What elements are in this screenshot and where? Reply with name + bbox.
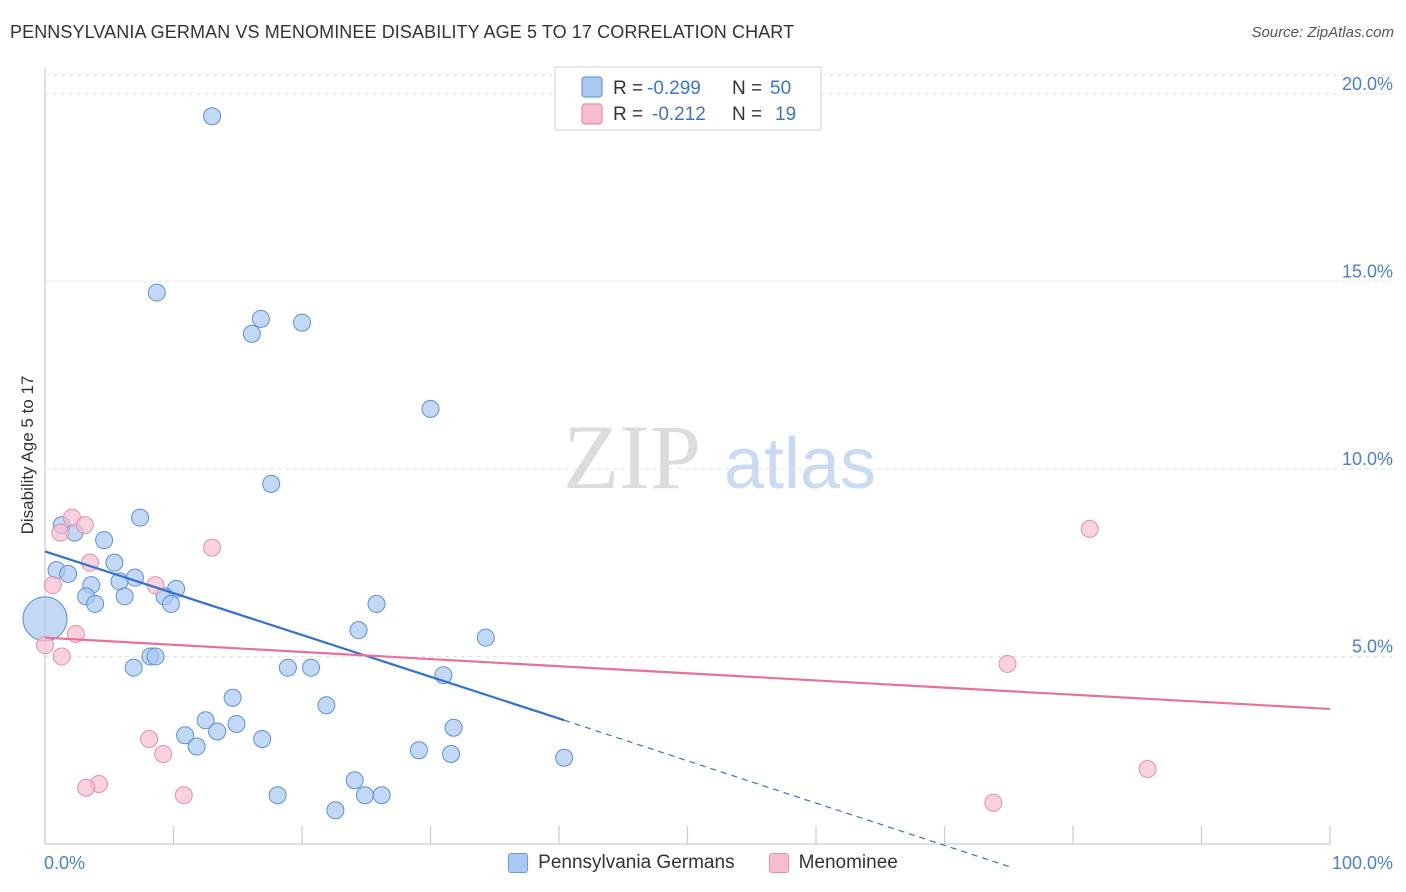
point-pennsylvania-1: [203, 107, 222, 126]
point-pennsylvania-47: [355, 786, 374, 805]
legend-n-label-2: N =: [732, 104, 762, 125]
point-pennsylvania-30: [278, 658, 297, 677]
point-pennsylvania-3: [251, 309, 270, 328]
trend-lines: [44, 550, 1331, 868]
point-menominee-16: [174, 786, 193, 805]
watermark-zip: ZIP: [563, 406, 701, 508]
point-menominee-18: [984, 793, 1003, 812]
point-menominee-11: [998, 654, 1017, 673]
legend-swatch-menominee: [581, 103, 603, 125]
point-pennsylvania-7: [262, 474, 281, 493]
point-pennsylvania-28: [146, 647, 165, 666]
point-pennsylvania-45: [345, 771, 364, 790]
point-pennsylvania-37: [444, 718, 463, 737]
point-menominee-17: [1138, 759, 1157, 778]
series-swatch-pennsylvania: [508, 853, 529, 873]
point-pennsylvania-4: [293, 313, 311, 332]
y-tick-label-2: 15.0%: [1342, 261, 1393, 281]
point-pennsylvania-36: [227, 714, 246, 733]
legend-n-value-2: 19: [775, 104, 796, 125]
point-pennsylvania-49: [326, 801, 345, 820]
point-menominee-1: [75, 516, 94, 535]
chart-title: PENNSYLVANIA GERMAN VS MENOMINEE DISABIL…: [10, 22, 795, 42]
source-label: Source: ZipAtlas.com: [1251, 24, 1394, 41]
trend-line-menominee: [44, 636, 1331, 711]
point-pennsylvania-25: [349, 621, 368, 640]
trend-line-pennsylvania: [44, 550, 565, 722]
series-legend-label-pennsylvania: Pennsylvania Germans: [538, 852, 735, 873]
series-legend-item-pennsylvania: Pennsylvania Germans: [508, 852, 735, 874]
point-pennsylvania-41: [187, 737, 206, 756]
point-pennsylvania-40: [253, 729, 272, 748]
trend-line-extension-pennsylvania: [563, 719, 1009, 868]
point-pennsylvania-24: [367, 594, 386, 613]
legend-r-label-2: R =: [613, 104, 643, 125]
point-pennsylvania-29: [124, 658, 143, 677]
point-pennsylvania-14: [59, 564, 78, 583]
point-pennsylvania-2: [147, 283, 166, 302]
y-tick-label-3: 20.0%: [1342, 74, 1393, 94]
point-menominee-15: [77, 778, 96, 797]
legend-n-value-1: 50: [770, 78, 791, 99]
legend-n-label-1: N =: [732, 78, 762, 99]
point-pennsylvania-8: [131, 508, 150, 527]
point-menominee-5: [43, 576, 62, 595]
y-tick-label-0: 5.0%: [1352, 636, 1393, 656]
y-axis-label: Disability Age 5 to 17: [18, 376, 37, 535]
point-pennsylvania-38: [208, 722, 227, 741]
x-tick-label-1: 100.0%: [1332, 853, 1393, 873]
data-points: [22, 107, 1157, 820]
point-menominee-13: [154, 744, 173, 763]
point-pennsylvania-12: [105, 553, 124, 572]
point-pennsylvania-0: [22, 596, 68, 642]
point-pennsylvania-43: [442, 744, 461, 763]
legend-r-label-1: R =: [613, 78, 643, 99]
series-legend: Pennsylvania Germans Menominee: [0, 852, 1406, 874]
point-pennsylvania-23: [86, 594, 105, 613]
point-pennsylvania-44: [555, 748, 574, 767]
point-menominee-9: [52, 647, 71, 666]
axes: [44, 68, 1331, 845]
point-pennsylvania-48: [372, 786, 391, 805]
legend-r-value-1: -0.299: [647, 78, 701, 99]
point-pennsylvania-5: [242, 324, 261, 343]
correlation-legend: R = -0.299 N = 50 R = -0.212 N = 19: [554, 66, 822, 131]
point-pennsylvania-20: [115, 587, 134, 606]
point-pennsylvania-26: [476, 628, 495, 647]
gridlines: [45, 74, 1392, 657]
series-legend-label-menominee: Menominee: [798, 852, 898, 873]
point-pennsylvania-33: [223, 688, 242, 707]
watermark-atlas: atlas: [724, 424, 876, 504]
point-menominee-3: [203, 538, 222, 557]
legend-r-value-2: -0.212: [652, 104, 706, 125]
point-pennsylvania-34: [317, 696, 336, 715]
point-pennsylvania-22: [161, 594, 180, 613]
point-pennsylvania-31: [301, 658, 320, 677]
series-swatch-menominee: [768, 853, 789, 873]
x-tick-label-0: 0.0%: [44, 853, 85, 873]
y-tick-label-1: 10.0%: [1342, 449, 1393, 469]
point-menominee-12: [140, 729, 159, 748]
point-pennsylvania-6: [421, 399, 440, 418]
point-pennsylvania-11: [95, 531, 114, 550]
point-pennsylvania-35: [196, 711, 215, 730]
series-legend-item-menominee: Menominee: [768, 852, 898, 874]
point-pennsylvania-46: [268, 786, 287, 805]
point-pennsylvania-39: [176, 726, 195, 745]
legend-swatch-pennsylvania: [581, 76, 603, 98]
point-menominee-8: [36, 636, 54, 655]
point-pennsylvania-42: [409, 741, 428, 760]
point-menominee-2: [51, 523, 70, 542]
tick-labels: 5.0% 10.0% 15.0% 20.0% 0.0% 100.0%: [44, 74, 1393, 873]
point-menominee-10: [1080, 519, 1099, 538]
